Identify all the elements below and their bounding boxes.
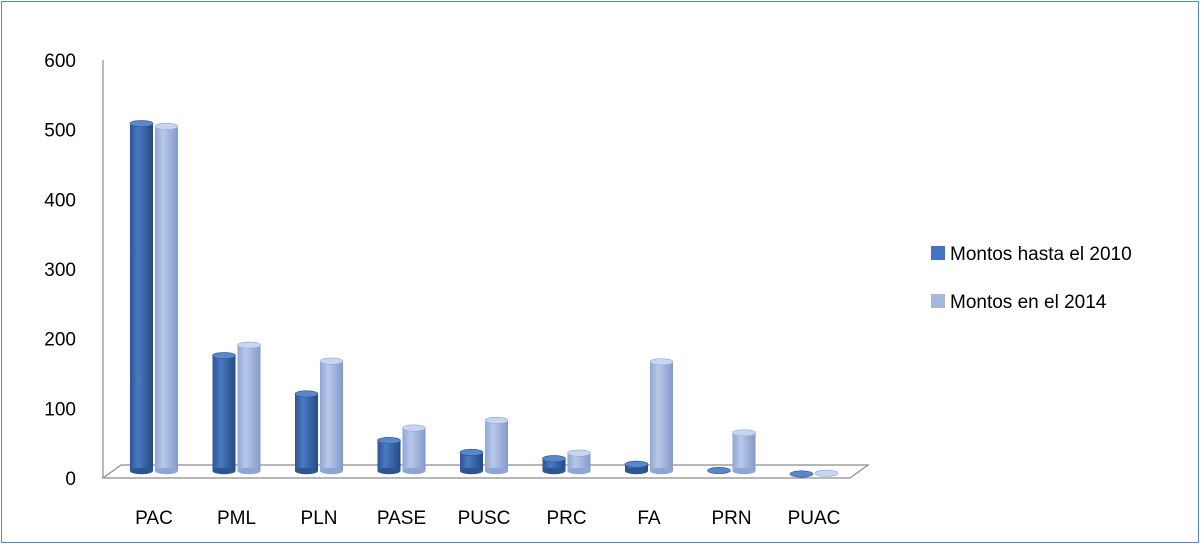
y-axis-ticks: 0 100 200 300 400 500 600 bbox=[44, 51, 76, 490]
bar-base bbox=[130, 467, 153, 475]
y-tick-label: 0 bbox=[65, 469, 76, 490]
bar-pml-2014 bbox=[237, 341, 261, 475]
bar-pac-2014 bbox=[154, 122, 179, 475]
bar-top bbox=[212, 352, 236, 360]
y-tick-label: 400 bbox=[44, 190, 76, 211]
bar-body bbox=[402, 428, 426, 471]
bar-body bbox=[377, 440, 401, 471]
x-tick-label-puac: PUAC bbox=[788, 508, 841, 529]
y-tick-label: 600 bbox=[44, 51, 76, 72]
bar-body bbox=[567, 453, 591, 471]
legend-label-1: Montos en el 2014 bbox=[950, 292, 1107, 313]
bar-base bbox=[625, 467, 648, 475]
axes bbox=[101, 60, 870, 479]
bar-top bbox=[294, 390, 319, 398]
bar-top bbox=[814, 469, 839, 477]
bar-body bbox=[650, 361, 673, 471]
bar-top bbox=[402, 424, 426, 432]
bar-top bbox=[732, 429, 756, 437]
bar-base bbox=[567, 467, 591, 475]
bar-top bbox=[129, 120, 154, 128]
bar-body bbox=[237, 345, 261, 471]
bar-body bbox=[732, 432, 756, 471]
y-tick-label: 500 bbox=[44, 121, 76, 142]
bar-top bbox=[542, 455, 566, 463]
bar-body bbox=[212, 355, 236, 471]
bar-pase-2014 bbox=[402, 424, 426, 475]
bar-base bbox=[732, 467, 756, 475]
bar-top bbox=[319, 357, 344, 365]
bar-prc-2014 bbox=[567, 449, 591, 475]
bar-top bbox=[484, 416, 509, 424]
legend-label-0: Montos hasta el 2010 bbox=[950, 244, 1132, 265]
x-tick-label-pusc: PUSC bbox=[458, 508, 511, 529]
bar-base bbox=[320, 467, 343, 475]
bar-base bbox=[155, 467, 178, 475]
bar-base bbox=[237, 467, 261, 475]
bar-puac-2010 bbox=[789, 470, 814, 478]
bar-base bbox=[460, 467, 483, 475]
bar-body bbox=[460, 452, 483, 471]
x-tick-label-fa: FA bbox=[637, 508, 661, 529]
x-tick-label-pml: PML bbox=[217, 508, 256, 529]
chart-floor bbox=[101, 464, 870, 479]
x-tick-label-pac: PAC bbox=[135, 508, 173, 529]
x-tick-label-prn: PRN bbox=[711, 508, 751, 529]
bar-base bbox=[402, 467, 426, 475]
bar-top bbox=[154, 122, 179, 130]
y-tick-label: 100 bbox=[44, 399, 76, 420]
bar-prc-2010 bbox=[542, 455, 566, 475]
bar-base bbox=[485, 467, 508, 475]
bar-prn-2014 bbox=[732, 429, 756, 475]
bar-prn-2010 bbox=[707, 467, 731, 475]
bar-body bbox=[320, 361, 343, 471]
x-tick-label-pase: PASE bbox=[377, 508, 426, 529]
bar-pase-2010 bbox=[377, 437, 401, 475]
bar-body bbox=[155, 126, 178, 471]
bar-top bbox=[649, 358, 674, 366]
x-axis-labels: PAC PML PLN PASE PUSC PRC FA PRN PUAC bbox=[135, 508, 840, 529]
bar-pln-2010 bbox=[294, 390, 319, 475]
bar-body bbox=[130, 123, 153, 472]
bar-pac-2010 bbox=[129, 120, 154, 475]
bar-pusc-2010 bbox=[459, 448, 484, 475]
bar-fa-2014 bbox=[649, 358, 674, 475]
legend: Montos hasta el 2010 Montos en el 2014 bbox=[931, 244, 1132, 313]
bar-body bbox=[295, 393, 318, 471]
bar-base bbox=[295, 467, 318, 475]
bar-top bbox=[707, 467, 731, 475]
legend-swatch-0 bbox=[931, 246, 945, 260]
bar-top bbox=[789, 470, 814, 478]
bar-top bbox=[624, 460, 649, 468]
bar-pusc-2014 bbox=[484, 416, 509, 475]
bar-base bbox=[377, 467, 401, 475]
bar-base bbox=[650, 467, 673, 475]
y-tick-label: 200 bbox=[44, 330, 76, 351]
x-tick-label-prc: PRC bbox=[546, 508, 586, 529]
bar-fa-2010 bbox=[624, 460, 649, 475]
bar-top bbox=[377, 437, 401, 445]
bar-base bbox=[542, 467, 566, 475]
bar-body bbox=[485, 420, 508, 471]
bar-top bbox=[237, 341, 261, 349]
legend-swatch-1 bbox=[931, 294, 945, 308]
bar-puac-2014 bbox=[814, 469, 839, 477]
bar-top bbox=[459, 448, 484, 456]
bar-pml-2010 bbox=[212, 352, 236, 475]
bar-pln-2014 bbox=[319, 357, 344, 475]
bar-base bbox=[212, 467, 236, 475]
y-tick-label: 300 bbox=[44, 260, 76, 281]
bar-top bbox=[567, 449, 591, 457]
x-tick-label-pln: PLN bbox=[301, 508, 338, 529]
bars bbox=[129, 120, 839, 478]
